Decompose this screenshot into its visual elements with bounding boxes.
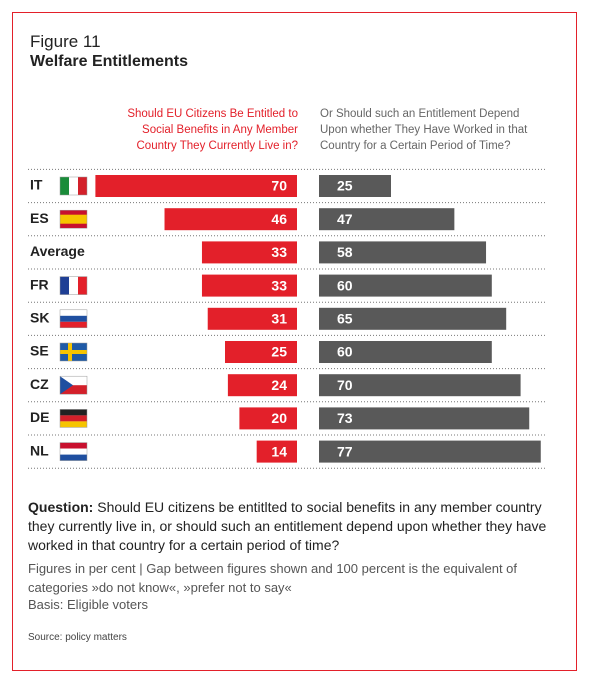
flag: [60, 442, 87, 449]
flag-border: [59, 342, 88, 362]
category-label: ES: [30, 210, 49, 226]
bar: [319, 440, 541, 463]
flag: [69, 177, 78, 195]
chart-title: Welfare Entitlements: [30, 53, 188, 70]
bar: [201, 241, 297, 264]
flag-border: [59, 176, 88, 196]
bar: [225, 341, 297, 363]
flag: [60, 385, 87, 395]
value-label: 25: [271, 344, 287, 360]
bar: [239, 407, 297, 430]
series-header: Or Should such an Entitlement Depend Upo…: [320, 108, 528, 152]
bar: [207, 307, 297, 330]
category-label: SK: [30, 310, 49, 326]
flag-border: [59, 209, 88, 229]
bar: [319, 341, 492, 363]
flag-border: [59, 442, 88, 461]
value-label: 73: [337, 410, 353, 426]
source: Source: policy matters: [28, 632, 127, 643]
flag: [78, 276, 87, 295]
flag: [60, 376, 73, 395]
question-label: Question:: [28, 499, 94, 515]
value-label: 20: [271, 410, 287, 426]
note: Basis: Eligible voters: [28, 597, 148, 612]
flag-border: [59, 409, 88, 428]
flag: [60, 309, 87, 316]
bar: [319, 208, 455, 231]
flag-border: [59, 375, 88, 395]
flag: [60, 376, 87, 386]
flag: [60, 448, 87, 455]
value-label: 33: [271, 277, 287, 293]
value-label: 70: [271, 178, 287, 194]
bar: [319, 307, 507, 330]
category-label: CZ: [30, 376, 49, 392]
value-label: 70: [337, 377, 353, 393]
flag: [60, 350, 87, 354]
frame: [12, 12, 577, 671]
bar: [319, 374, 521, 397]
flag: [60, 276, 69, 295]
value-label: 25: [337, 178, 353, 194]
flag: [60, 409, 87, 416]
value-label: 47: [337, 211, 353, 227]
bar: [319, 407, 530, 430]
flag: [60, 415, 87, 422]
flag: [60, 315, 87, 322]
value-label: 46: [271, 211, 287, 227]
bar: [95, 175, 298, 197]
bar: [256, 440, 297, 463]
note: Figures in per cent | Gap between figure…: [28, 561, 518, 595]
category-label: SE: [30, 343, 49, 359]
category-label: DE: [30, 409, 49, 425]
bar: [319, 241, 487, 264]
flag: [69, 276, 78, 295]
value-label: 60: [337, 277, 353, 293]
flag: [60, 421, 87, 428]
series-header: Should EU Citizens Be Entitled to Social…: [127, 108, 298, 152]
bar: [164, 208, 297, 231]
category-label: FR: [30, 276, 49, 292]
bar: [319, 175, 391, 197]
flag-border: [59, 309, 88, 329]
value-label: 58: [337, 244, 353, 260]
value-label: 65: [337, 311, 353, 327]
category-label: NL: [30, 442, 49, 458]
bar: [227, 374, 297, 397]
value-label: 77: [337, 443, 353, 459]
bar: [201, 274, 297, 297]
value-label: 14: [271, 443, 287, 459]
question-text: Should EU citizens be entitlted to socia…: [28, 499, 547, 553]
value-label: 24: [271, 377, 287, 393]
category-label: IT: [30, 177, 43, 193]
figure-label: Figure 11: [30, 32, 101, 51]
value-label: 60: [337, 344, 353, 360]
value-label: 31: [271, 311, 287, 327]
question: Question: Should EU citizens be entitlte…: [28, 498, 548, 555]
value-label: 33: [271, 244, 287, 260]
category-label: Average: [30, 243, 85, 259]
flag: [60, 454, 87, 461]
flag: [78, 177, 87, 195]
flag: [60, 177, 69, 195]
flag: [60, 214, 87, 224]
flag-border: [59, 276, 88, 295]
flag: [60, 321, 87, 328]
bar: [319, 274, 492, 297]
